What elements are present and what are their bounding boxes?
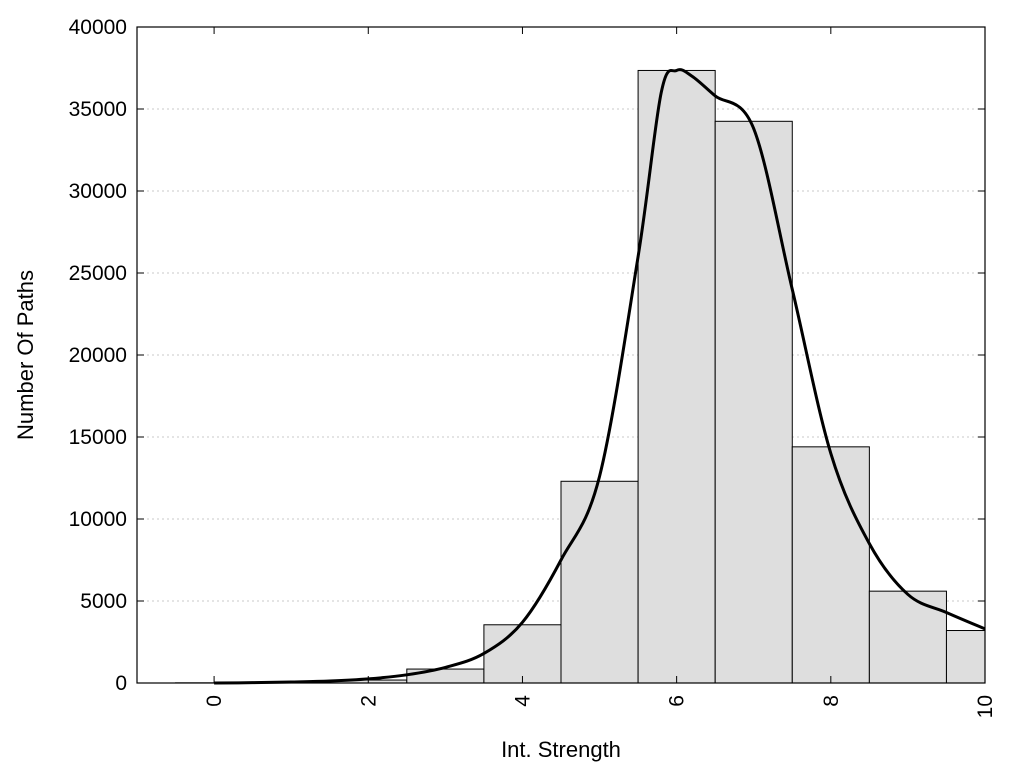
y-tick-label: 25000 xyxy=(69,262,127,285)
fit-curve-line xyxy=(214,68,986,685)
bars xyxy=(175,69,986,684)
x-tick-label: 10 xyxy=(974,695,997,718)
y-tick-label: 5000 xyxy=(80,590,127,613)
y-axis-title: Number Of Paths xyxy=(13,270,38,440)
y-tick-label: 30000 xyxy=(69,180,127,203)
histogram-bar xyxy=(560,480,639,684)
x-tick-label: 0 xyxy=(203,695,226,707)
x-tick-label: 2 xyxy=(357,695,380,707)
x-tick-label: 8 xyxy=(820,695,843,707)
y-tick-label: 40000 xyxy=(69,16,127,39)
histogram-bar xyxy=(483,624,562,684)
y-tick-label: 35000 xyxy=(69,98,127,121)
y-tick-label: 20000 xyxy=(69,344,127,367)
x-tick-label: 6 xyxy=(666,695,689,707)
histogram-bar xyxy=(714,120,793,684)
x-axis-title: Int. Strength xyxy=(501,737,621,762)
y-tick-label: 0 xyxy=(115,672,127,695)
y-tick-label: 15000 xyxy=(69,426,127,449)
histogram-bar xyxy=(945,630,986,684)
histogram-bar xyxy=(868,590,947,684)
x-tick-label: 4 xyxy=(511,695,534,707)
axis-ticks: 0 5000 10000 15000 20000 25000 30000 35000 40000… xyxy=(69,16,997,718)
histogram-bar xyxy=(406,668,485,684)
y-tick-label: 10000 xyxy=(69,508,127,531)
histogram-bar xyxy=(791,446,870,684)
